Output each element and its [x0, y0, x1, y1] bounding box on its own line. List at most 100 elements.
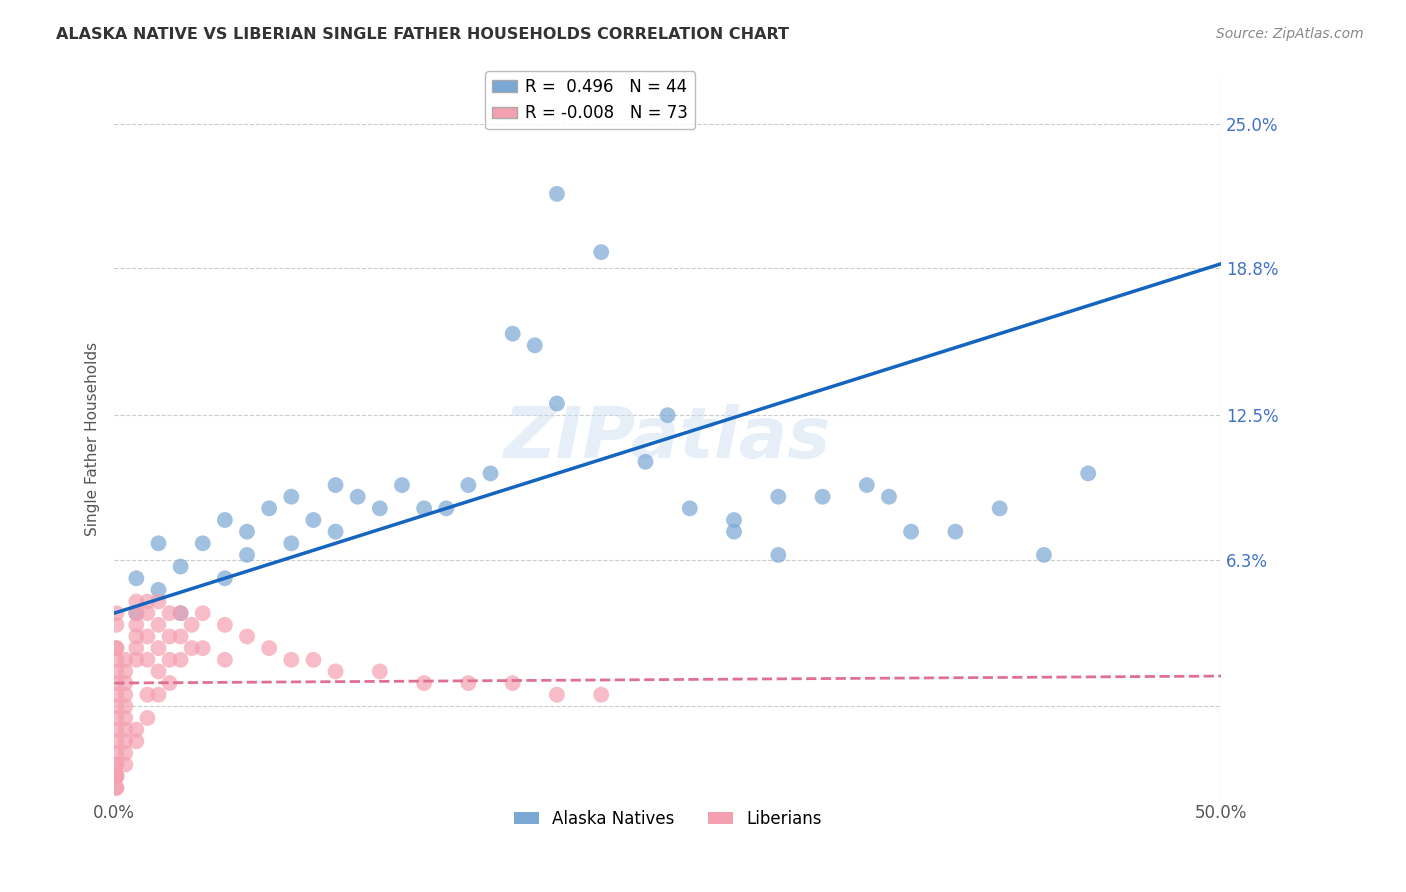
Point [105, 676, 128, 690]
Point [105, 641, 128, 656]
Point [105, 769, 128, 783]
Point [523, 338, 546, 352]
Point [105, 711, 128, 725]
Point [591, 688, 613, 702]
Point [114, 699, 136, 714]
Point [457, 478, 479, 492]
Point [114, 688, 136, 702]
Point [811, 490, 834, 504]
Legend: Alaska Natives, Liberians: Alaska Natives, Liberians [508, 803, 828, 835]
Point [413, 501, 436, 516]
Point [502, 676, 524, 690]
Point [180, 641, 202, 656]
Point [214, 513, 236, 527]
Point [723, 513, 745, 527]
Y-axis label: Single Father Households: Single Father Households [86, 342, 100, 535]
Point [634, 455, 657, 469]
Point [125, 606, 148, 620]
Point [457, 676, 479, 690]
Point [346, 490, 368, 504]
Point [159, 653, 181, 667]
Point [125, 630, 148, 644]
Point [302, 513, 325, 527]
Point [114, 665, 136, 679]
Point [105, 641, 128, 656]
Point [105, 699, 128, 714]
Point [105, 617, 128, 632]
Point [105, 653, 128, 667]
Point [169, 606, 191, 620]
Point [877, 490, 900, 504]
Point [125, 571, 148, 585]
Point [105, 757, 128, 772]
Point [191, 536, 214, 550]
Point [105, 757, 128, 772]
Point [413, 676, 436, 690]
Point [125, 653, 148, 667]
Point [105, 769, 128, 783]
Point [114, 746, 136, 760]
Point [105, 780, 128, 795]
Point [105, 746, 128, 760]
Point [325, 478, 347, 492]
Point [148, 594, 170, 608]
Point [125, 606, 148, 620]
Point [159, 676, 181, 690]
Point [105, 780, 128, 795]
Point [136, 606, 159, 620]
Text: ZIPatlas: ZIPatlas [503, 404, 831, 473]
Point [236, 548, 259, 562]
Point [105, 606, 128, 620]
Point [368, 665, 391, 679]
Point [125, 641, 148, 656]
Point [169, 630, 191, 644]
Point [136, 711, 159, 725]
Point [114, 757, 136, 772]
Point [679, 501, 702, 516]
Point [114, 723, 136, 737]
Point [1077, 467, 1099, 481]
Point [368, 501, 391, 516]
Point [900, 524, 922, 539]
Point [148, 617, 170, 632]
Point [214, 617, 236, 632]
Point [148, 665, 170, 679]
Point [105, 734, 128, 748]
Point [125, 723, 148, 737]
Point [105, 769, 128, 783]
Point [169, 606, 191, 620]
Point [148, 536, 170, 550]
Point [325, 665, 347, 679]
Point [257, 501, 280, 516]
Point [114, 734, 136, 748]
Point [856, 478, 879, 492]
Point [434, 501, 457, 516]
Point [125, 594, 148, 608]
Point [280, 653, 302, 667]
Point [114, 653, 136, 667]
Point [546, 688, 568, 702]
Point [479, 467, 502, 481]
Point [180, 617, 202, 632]
Point [257, 641, 280, 656]
Point [191, 606, 214, 620]
Point [136, 630, 159, 644]
Point [169, 653, 191, 667]
Point [768, 490, 790, 504]
Point [159, 606, 181, 620]
Point [148, 688, 170, 702]
Point [214, 653, 236, 667]
Point [125, 734, 148, 748]
Point [148, 582, 170, 597]
Point [105, 665, 128, 679]
Point [105, 723, 128, 737]
Point [136, 594, 159, 608]
Point [546, 396, 568, 410]
Point [105, 688, 128, 702]
Point [136, 653, 159, 667]
Text: ALASKA NATIVE VS LIBERIAN SINGLE FATHER HOUSEHOLDS CORRELATION CHART: ALASKA NATIVE VS LIBERIAN SINGLE FATHER … [56, 27, 789, 42]
Point [391, 478, 413, 492]
Point [302, 653, 325, 667]
Point [988, 501, 1011, 516]
Point [945, 524, 967, 539]
